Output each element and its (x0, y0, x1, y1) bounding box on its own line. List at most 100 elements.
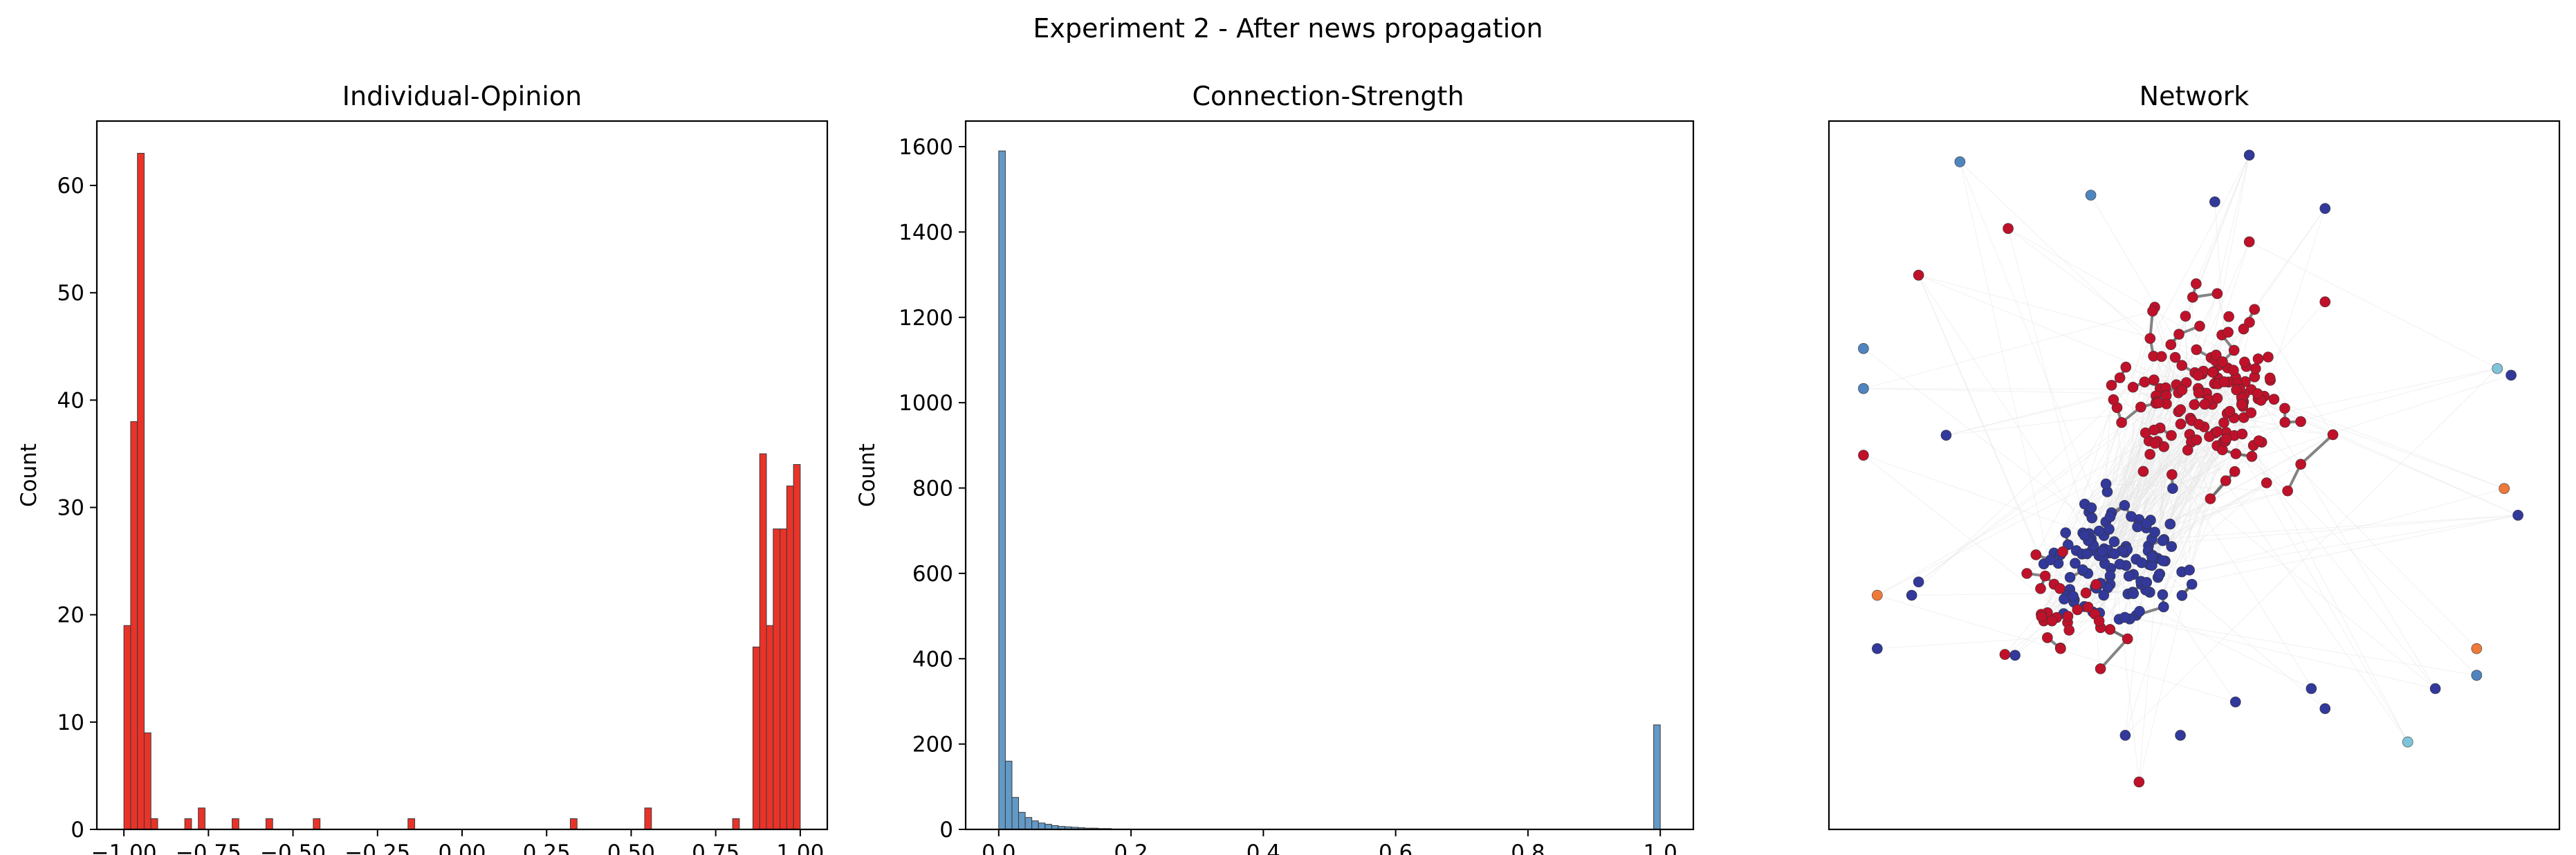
network-node (2229, 466, 2241, 477)
network-node (2471, 670, 2483, 681)
opinion-bar (198, 807, 205, 830)
network-node (2149, 374, 2160, 385)
network-edge (1959, 161, 2054, 585)
network-panel: Network (1828, 81, 2561, 831)
network-node (2086, 502, 2097, 513)
network-node (2236, 428, 2248, 440)
network-node (2249, 304, 2261, 315)
network-node (2268, 394, 2280, 405)
network-edge (2072, 420, 2193, 597)
network-edge (2043, 422, 2122, 564)
opinion-xtick-label: 0.50 (607, 840, 655, 855)
network-node (2512, 510, 2523, 521)
network-node (1940, 430, 1952, 441)
opinion-plot-frame (95, 120, 829, 831)
network-node (2133, 776, 2145, 788)
network-node (2230, 448, 2242, 459)
opinion-xtick-label: −1.00 (91, 840, 157, 855)
opinion-xtick-label: 0.00 (438, 840, 486, 855)
network-node (2116, 417, 2127, 428)
network-node (2238, 323, 2250, 335)
network-node (2144, 333, 2156, 344)
network-edge (1877, 446, 2164, 596)
network-node (2127, 381, 2139, 393)
network-edge (2125, 368, 2498, 736)
network-node (2149, 438, 2161, 449)
opinion-bar (752, 646, 760, 830)
opinion-ytick-label: 40 (57, 388, 84, 413)
opinion-xtick-label: −0.50 (260, 840, 326, 855)
opinion-bar (150, 818, 158, 830)
network-node (2250, 363, 2261, 374)
network-edges (1863, 155, 2519, 782)
network-node (2104, 524, 2115, 535)
network-edge (2143, 208, 2326, 472)
network-node (2191, 344, 2202, 356)
opinion-bar (773, 528, 781, 830)
network-edge (2041, 515, 2519, 615)
network-node (2149, 526, 2160, 538)
network-edge (2104, 302, 2326, 549)
network-node (2136, 557, 2147, 569)
network-node (2135, 401, 2146, 413)
opinion-xtick-label: 0.75 (692, 840, 739, 855)
connection-ytick-label: 600 (912, 562, 953, 587)
network-node (2059, 594, 2070, 605)
network-edge (1918, 275, 2092, 539)
network-edge (2270, 208, 2326, 380)
network-node (2204, 431, 2215, 442)
network-node (2158, 601, 2169, 613)
connection-ytick-label: 400 (912, 647, 953, 672)
opinion-bar (644, 807, 652, 830)
connection-bars (998, 150, 1661, 830)
network-node (2132, 521, 2143, 533)
network-node (2228, 365, 2239, 376)
network-node (2319, 703, 2331, 715)
network-edge (2108, 381, 2246, 530)
network-node (2077, 564, 2088, 576)
connection-ytick-label: 1000 (899, 391, 953, 416)
opinion-bar (130, 421, 138, 830)
connection-xtick-label: 0.4 (1246, 840, 1280, 855)
network-node (2191, 434, 2202, 445)
network-node (2060, 527, 2071, 538)
network-plot-frame (1828, 120, 2561, 831)
connection-bar (1024, 817, 1033, 830)
network-node (2086, 512, 2098, 524)
network-node (2093, 615, 2105, 627)
opinion-ytick-label: 30 (57, 496, 84, 521)
network-node (2175, 404, 2187, 416)
opinion-bar (793, 463, 801, 830)
network-node (2157, 535, 2169, 546)
network-node (1906, 589, 1917, 601)
network-node (2167, 483, 2178, 494)
network-node (2097, 546, 2108, 557)
connection-bar (1045, 824, 1052, 830)
network-node (2205, 493, 2216, 504)
connection-xtick-label: 0.8 (1511, 840, 1545, 855)
network-node (2182, 444, 2193, 456)
opinion-ytick-label: 0 (71, 818, 84, 843)
network-node (2100, 478, 2112, 490)
opinion-bar (407, 818, 416, 830)
network-node (2319, 296, 2331, 308)
connection-bar (1653, 724, 1661, 830)
network-node (2054, 583, 2066, 594)
network-node (2193, 387, 2205, 398)
network-node (2165, 339, 2177, 351)
network-node (2070, 558, 2081, 569)
network-node (2119, 730, 2131, 741)
network-node (2211, 392, 2223, 404)
network-node (2062, 611, 2074, 622)
connection-bar (998, 150, 1006, 830)
network-node (2264, 372, 2276, 384)
connection-xtick-label: 0.6 (1379, 840, 1413, 855)
network-edge (2216, 293, 2235, 351)
opinion-bar (786, 486, 794, 830)
network-node (2282, 485, 2293, 497)
network-node (2057, 546, 2068, 558)
network-node (2402, 736, 2413, 748)
network-edge (1946, 371, 2204, 436)
network-node (2055, 643, 2066, 654)
